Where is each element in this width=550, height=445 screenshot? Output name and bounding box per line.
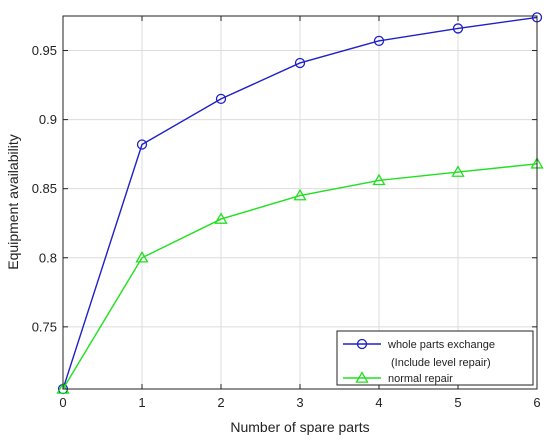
data-point-marker: [56, 382, 70, 394]
x-tick-label: 5: [454, 395, 461, 410]
series-2: [56, 157, 544, 394]
data-point-marker: [451, 165, 465, 177]
x-tick-label: 3: [296, 395, 303, 410]
tick-layer: 0 1 2 3 4 5 6 0.75 0.8 0.85 0.9 0.95: [32, 16, 541, 410]
y-tick-label: 0.95: [32, 43, 57, 58]
legend-marker: [356, 338, 368, 350]
legend-marker: [355, 371, 369, 383]
legend: whole parts exchange (Include level repai…: [336, 330, 534, 386]
legend-label-line2: (Include level repair): [391, 357, 491, 369]
data-point-marker: [452, 23, 464, 34]
series-line: [62, 163, 538, 390]
data-point-marker: [294, 57, 306, 69]
data-point-marker: [372, 173, 386, 186]
legend-entry-1: whole parts exchange (Include level repai…: [343, 338, 495, 369]
x-axis-label: Number of spare parts: [230, 419, 369, 435]
data-point-marker: [214, 212, 228, 224]
data-point-marker: [293, 188, 307, 201]
legend-box: [336, 330, 534, 386]
data-point-marker: [215, 93, 227, 105]
x-tick-label: 6: [533, 395, 540, 410]
x-tick-label: 0: [59, 395, 66, 410]
series-line: [62, 16, 538, 390]
grid-layer: [62, 16, 538, 389]
y-tick-label: 0.9: [39, 112, 57, 127]
x-tick-label: 1: [138, 395, 145, 410]
data-point-marker: [135, 250, 149, 263]
data-point-marker: [136, 139, 148, 150]
data-point-marker: [373, 35, 385, 47]
y-tick-label: 0.8: [39, 250, 57, 265]
y-axis-label: Equipment availability: [5, 134, 21, 269]
x-tick-label: 2: [217, 395, 224, 410]
x-tick-label: 4: [375, 395, 382, 410]
y-tick-label: 0.75: [32, 319, 57, 334]
legend-label: whole parts exchange: [387, 339, 495, 351]
legend-label: normal repair: [388, 373, 453, 385]
legend-entry-2: normal repair: [343, 371, 453, 385]
y-tick-label: 0.85: [32, 181, 57, 196]
